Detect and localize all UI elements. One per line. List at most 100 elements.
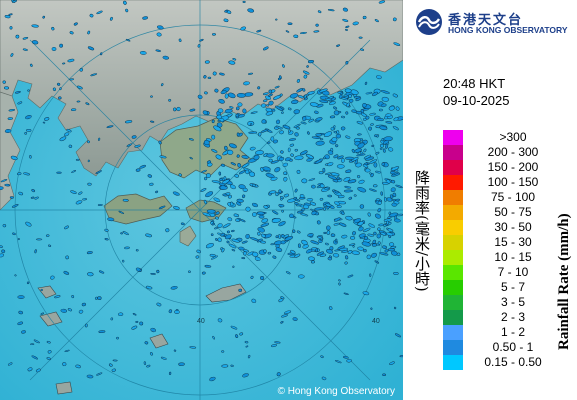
rain-echo <box>0 253 5 258</box>
rain-echo <box>201 271 206 275</box>
rain-echo <box>229 106 234 109</box>
rain-echo <box>357 246 364 251</box>
rain-echo <box>316 235 323 240</box>
rain-echo <box>2 224 7 228</box>
island-4 <box>149 333 169 349</box>
rain-echo <box>62 362 67 367</box>
rain-echo <box>52 87 56 92</box>
rain-echo <box>27 89 30 92</box>
rain-echo <box>228 243 237 249</box>
rain-echo <box>319 183 325 188</box>
rain-echo <box>380 90 390 94</box>
rain-echo <box>399 355 403 358</box>
rain-echo <box>345 135 351 139</box>
rain-echo <box>189 156 193 160</box>
legend-panel: 香港天文台 HONG KONG OBSERVATORY 20:48 HKT 09… <box>403 0 577 400</box>
rain-echo <box>203 75 207 79</box>
rain-echo <box>294 132 299 137</box>
rain-echo <box>393 42 401 46</box>
rain-echo <box>155 190 159 194</box>
rain-echo <box>265 111 274 116</box>
rain-echo <box>241 240 248 244</box>
rain-echo <box>344 261 348 265</box>
rain-echo <box>271 218 281 223</box>
rain-echo <box>236 154 240 158</box>
rain-echo <box>227 194 232 199</box>
rain-echo <box>189 346 197 349</box>
legend-label: 2 - 3 <box>500 310 525 324</box>
rain-echo <box>367 212 371 217</box>
rain-echo <box>66 128 72 133</box>
rain-echo <box>263 205 269 209</box>
rain-echo <box>280 296 285 300</box>
rain-echo <box>392 93 398 98</box>
rain-echo <box>125 8 129 13</box>
rain-echo <box>50 275 55 280</box>
rain-echo <box>24 131 28 135</box>
legend-swatch <box>443 295 463 310</box>
rain-echo <box>245 233 250 239</box>
rain-echo <box>310 240 319 245</box>
rain-echo <box>223 18 229 23</box>
rain-echo <box>242 194 246 199</box>
rain-echo <box>335 360 342 364</box>
rain-echo <box>275 119 281 125</box>
rain-echo <box>7 362 13 366</box>
rain-echo <box>346 102 350 108</box>
rain-echo <box>233 213 239 218</box>
legend-swatch <box>443 130 463 145</box>
rain-echo <box>260 128 269 133</box>
rain-echo <box>230 325 238 330</box>
rain-echo <box>275 125 283 130</box>
rain-echo <box>95 170 102 174</box>
rain-echo <box>274 85 280 89</box>
legend-swatch <box>443 250 463 265</box>
rain-echo <box>395 184 403 189</box>
rain-echo <box>70 190 77 194</box>
rain-echo <box>388 211 392 215</box>
rain-echo <box>341 250 349 253</box>
rain-echo <box>222 223 231 229</box>
lamma-island <box>179 225 197 247</box>
rain-echo <box>224 108 233 114</box>
rain-echo <box>150 327 157 333</box>
rain-echo <box>59 136 67 142</box>
rain-echo <box>374 134 378 138</box>
rain-echo <box>299 194 305 198</box>
rain-echo <box>202 212 211 217</box>
rain-echo <box>235 113 239 118</box>
rain-echo <box>150 273 156 275</box>
rain-echo <box>238 288 243 292</box>
rain-echo <box>197 44 201 48</box>
rain-echo <box>124 246 130 250</box>
rain-echo <box>241 155 249 159</box>
radar-map-image: 40 40 © Hong Kong Observatory <box>0 0 403 400</box>
rain-echo <box>384 197 387 202</box>
rain-echo <box>275 18 278 21</box>
rain-echo <box>117 312 124 317</box>
rain-echo <box>89 13 94 18</box>
rain-echo <box>211 119 215 124</box>
rain-echo <box>325 242 329 246</box>
rain-echo <box>313 30 320 33</box>
rain-echo <box>333 106 338 110</box>
rain-echo <box>214 88 219 93</box>
rain-echo <box>335 133 342 139</box>
rain-echo <box>378 223 384 227</box>
rain-echo <box>361 241 371 247</box>
rain-echo <box>364 168 371 173</box>
rain-echo <box>393 271 399 275</box>
rain-echo <box>4 183 11 187</box>
rain-echo <box>224 145 228 151</box>
rain-echo <box>122 259 125 263</box>
rain-echo <box>139 51 147 55</box>
rain-echo <box>31 40 39 45</box>
rain-echo <box>324 172 332 176</box>
rain-echo <box>143 361 147 365</box>
rain-echo <box>256 29 262 33</box>
rain-echo <box>222 193 228 197</box>
rain-echo <box>261 218 269 223</box>
rain-echo <box>206 209 216 214</box>
rain-echo <box>109 16 113 21</box>
rain-echo <box>297 243 301 248</box>
